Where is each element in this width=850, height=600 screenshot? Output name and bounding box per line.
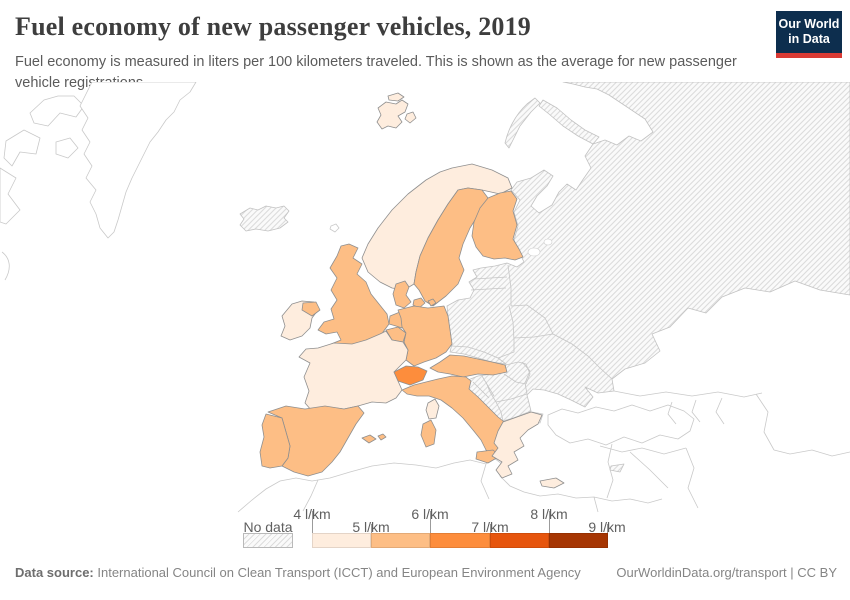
owid-logo[interactable]: Our World in Data — [776, 11, 842, 58]
country-germany[interactable] — [397, 305, 453, 367]
coast-canada-island-3 — [55, 137, 79, 159]
island-novaya-zemlya-1[interactable] — [504, 97, 541, 149]
legend-bin-8-9[interactable] — [548, 533, 609, 548]
region-northern-ireland[interactable] — [301, 301, 321, 317]
coast-faroe-islands — [329, 223, 340, 233]
data-source-label: Data source: — [15, 565, 94, 580]
coast-africa-middle-east — [237, 390, 850, 513]
credit-link[interactable]: OurWorldinData.org/transport | CC BY — [616, 565, 837, 580]
country-iceland[interactable] — [239, 205, 290, 232]
island-sardinia[interactable] — [420, 419, 437, 448]
island-novaya-zemlya-2[interactable] — [538, 99, 600, 145]
page-title: Fuel economy of new passenger vehicles, … — [15, 12, 531, 41]
country-austria[interactable] — [429, 354, 508, 378]
legend-bin-6-7[interactable] — [430, 533, 490, 548]
legend-label-6: 6 l/km — [411, 506, 449, 522]
lake-ladoga — [527, 247, 541, 257]
data-source-text: International Council on Clean Transport… — [93, 565, 581, 580]
legend-label-8: 8 l/km — [530, 506, 568, 522]
lake-onega — [543, 238, 553, 246]
country-denmark-islands[interactable] — [412, 297, 437, 309]
island-crete[interactable] — [539, 477, 565, 489]
no-data-internal-borders — [451, 264, 613, 429]
coast-canada-mainland — [0, 167, 21, 225]
legend-tick-4 — [312, 511, 313, 533]
owid-logo-line1: Our World — [778, 17, 840, 31]
legend-color-bar — [312, 533, 609, 548]
legend-no-data-label: No data — [243, 519, 293, 535]
country-finland[interactable] — [471, 190, 524, 261]
island-corsica[interactable] — [425, 398, 440, 420]
country-svalbard-n[interactable] — [387, 92, 405, 102]
coast-canada-island-1 — [29, 95, 85, 127]
data-source: Data source: International Council on Cl… — [15, 565, 581, 580]
coast-turkey — [547, 404, 695, 446]
legend-tick-7 — [490, 524, 491, 533]
country-cyprus[interactable] — [609, 463, 625, 473]
legend-tick-9 — [607, 524, 608, 533]
coast-left-edge — [1, 251, 10, 281]
legend-tick-8 — [549, 511, 550, 533]
country-svalbard-ne[interactable] — [404, 111, 417, 124]
legend-no-data-swatch[interactable] — [243, 533, 293, 548]
country-switzerland[interactable] — [393, 365, 428, 386]
legend-tick-6 — [430, 511, 431, 533]
islands-balearic[interactable] — [361, 433, 387, 444]
legend-tick-5 — [371, 524, 372, 533]
country-denmark[interactable] — [392, 280, 412, 309]
chart-footer: Data source: International Council on Cl… — [0, 565, 850, 580]
country-svalbard[interactable] — [376, 99, 409, 130]
country-greece[interactable] — [491, 411, 543, 479]
legend-bin-4-5[interactable] — [312, 533, 372, 548]
coast-greenland — [79, 82, 197, 239]
owid-logo-line2: in Data — [788, 32, 830, 46]
legend-bin-5-6[interactable] — [371, 533, 431, 548]
country-portugal[interactable] — [259, 413, 291, 469]
legend-label-5: 5 l/km — [352, 519, 390, 535]
legend-label-9: 9 l/km — [588, 519, 626, 535]
legend-bin-7-8[interactable] — [489, 533, 549, 548]
legend-label-4: 4 l/km — [293, 506, 331, 522]
coast-canada-island-2 — [3, 129, 41, 167]
europe-choropleth-map — [0, 82, 850, 513]
legend-label-7: 7 l/km — [471, 519, 509, 535]
